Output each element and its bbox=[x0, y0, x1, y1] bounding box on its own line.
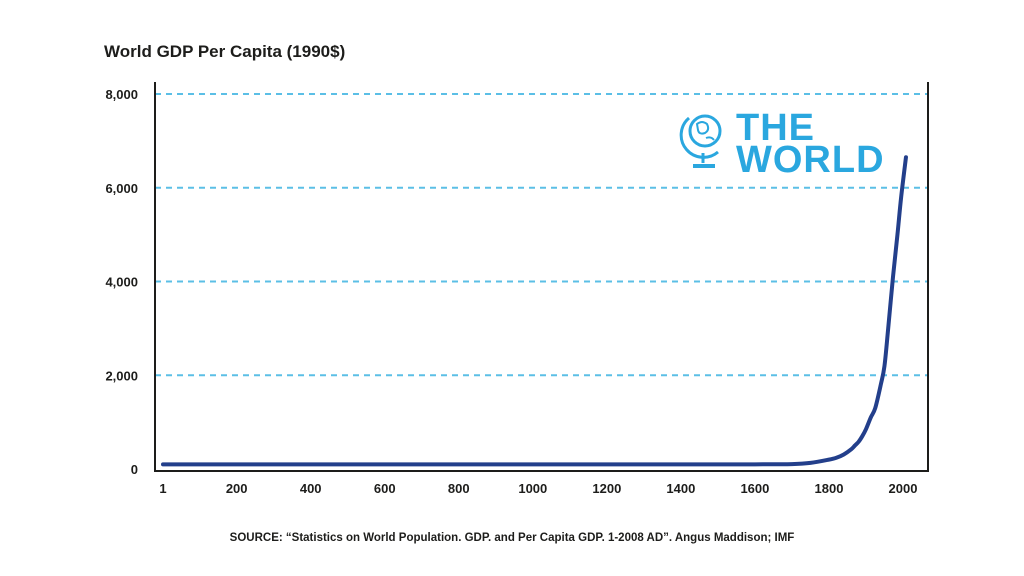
x-tick-label: 1800 bbox=[815, 481, 844, 496]
y-tick-label: 6,000 bbox=[105, 181, 138, 196]
brand-logo: THE WORLD bbox=[679, 107, 885, 181]
brand-line-world: WORLD bbox=[736, 139, 885, 181]
globe-icon bbox=[679, 114, 722, 168]
y-tick-label: 8,000 bbox=[105, 87, 138, 102]
x-tick-label: 200 bbox=[226, 481, 248, 496]
x-tick-label: 400 bbox=[300, 481, 322, 496]
y-tick-label: 4,000 bbox=[105, 275, 138, 290]
x-tick-label: 1600 bbox=[740, 481, 769, 496]
series-layer bbox=[161, 155, 908, 467]
series-line bbox=[161, 155, 908, 467]
x-tick-label: 800 bbox=[448, 481, 470, 496]
source-note: SOURCE: “Statistics on World Population.… bbox=[229, 532, 795, 544]
x-tick-label: 1200 bbox=[592, 481, 621, 496]
x-tick-label: 1 bbox=[159, 481, 166, 496]
y-tick-labels: 0 2,000 4,000 6,000 8,000 bbox=[105, 87, 138, 477]
x-tick-label: 1000 bbox=[518, 481, 547, 496]
x-tick-labels: 1 200 400 600 800 1000 1200 1400 1600 1800 2000 bbox=[159, 481, 917, 496]
y-tick-label: 2,000 bbox=[105, 368, 138, 383]
x-tick-label: 1400 bbox=[666, 481, 695, 496]
brand-line-the: THE bbox=[736, 107, 815, 149]
x-tick-label: 600 bbox=[374, 481, 396, 496]
x-tick-label: 2000 bbox=[889, 481, 918, 496]
grid-lines bbox=[155, 93, 928, 377]
y-tick-label: 0 bbox=[131, 462, 138, 477]
chart-title: World GDP Per Capita (1990$) bbox=[104, 42, 346, 61]
